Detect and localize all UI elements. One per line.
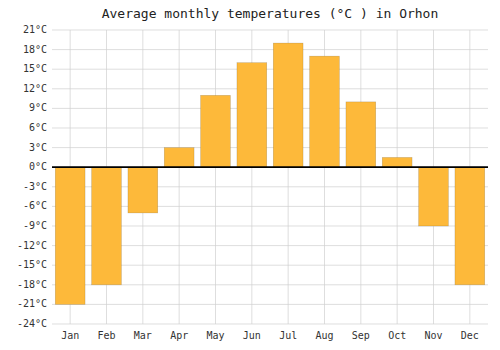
y-tick-label: -15°C xyxy=(17,259,47,270)
y-grid-line xyxy=(52,69,488,70)
y-grid-line xyxy=(52,147,488,148)
x-tick-label: Jun xyxy=(243,330,261,341)
bar xyxy=(310,56,340,167)
y-tick-label: -12°C xyxy=(17,240,47,251)
grid xyxy=(52,30,488,324)
bar xyxy=(92,167,122,285)
y-tick-label: 0°C xyxy=(29,161,47,172)
y-grid-line xyxy=(52,88,488,89)
y-tick-label: -24°C xyxy=(17,318,47,329)
y-tick-label: -18°C xyxy=(17,279,47,290)
x-tick-label: Sep xyxy=(352,330,370,341)
y-tick-label: -21°C xyxy=(17,298,47,309)
y-tick-label: 3°C xyxy=(29,142,47,153)
y-grid-line xyxy=(52,324,488,325)
bar xyxy=(419,167,449,226)
y-grid-line xyxy=(52,167,488,168)
x-tick-label: Dec xyxy=(461,330,479,341)
x-grid-line xyxy=(360,30,361,324)
y-tick-label: 15°C xyxy=(23,63,47,74)
x-tick-label: Mar xyxy=(134,330,152,341)
bars xyxy=(52,43,488,304)
x-tick-label: Aug xyxy=(315,330,333,341)
bar xyxy=(237,63,267,168)
baseline xyxy=(52,166,488,168)
x-tick-label: May xyxy=(206,330,224,341)
x-tick-label: Feb xyxy=(97,330,115,341)
y-tick-label: 12°C xyxy=(23,83,47,94)
chart: Average monthly temperatures (°C ) in Or… xyxy=(0,0,500,350)
y-tick-label: -6°C xyxy=(23,200,47,211)
y-tick-label: -3°C xyxy=(23,181,47,192)
title: Average monthly temperatures (°C ) in Or… xyxy=(102,6,439,21)
x-grid-line xyxy=(179,30,180,324)
bar xyxy=(455,167,485,285)
x-tick-label: Oct xyxy=(388,330,406,341)
y-tick-label: -9°C xyxy=(23,220,47,231)
bar xyxy=(164,148,194,168)
x-tick-label: Jan xyxy=(61,330,79,341)
bar xyxy=(346,102,376,167)
bar xyxy=(201,95,231,167)
x-tick-label: Apr xyxy=(170,330,188,341)
bar xyxy=(55,167,85,304)
y-grid-line xyxy=(52,49,488,50)
bar xyxy=(273,43,303,167)
bar xyxy=(128,167,158,213)
x-tick-label: Nov xyxy=(424,330,442,341)
y-grid-line xyxy=(52,30,488,31)
x-grid-line xyxy=(397,30,398,324)
y-grid-line xyxy=(52,304,488,305)
y-tick-label: 9°C xyxy=(29,102,47,113)
y-tick-label: 18°C xyxy=(23,44,47,55)
y-tick-label: 21°C xyxy=(23,24,47,35)
y-grid-line xyxy=(52,108,488,109)
y-grid-line xyxy=(52,128,488,129)
x-grid-line xyxy=(215,30,216,324)
y-tick-label: 6°C xyxy=(29,122,47,133)
x-tick-label: Jul xyxy=(279,330,297,341)
bar xyxy=(382,157,412,167)
